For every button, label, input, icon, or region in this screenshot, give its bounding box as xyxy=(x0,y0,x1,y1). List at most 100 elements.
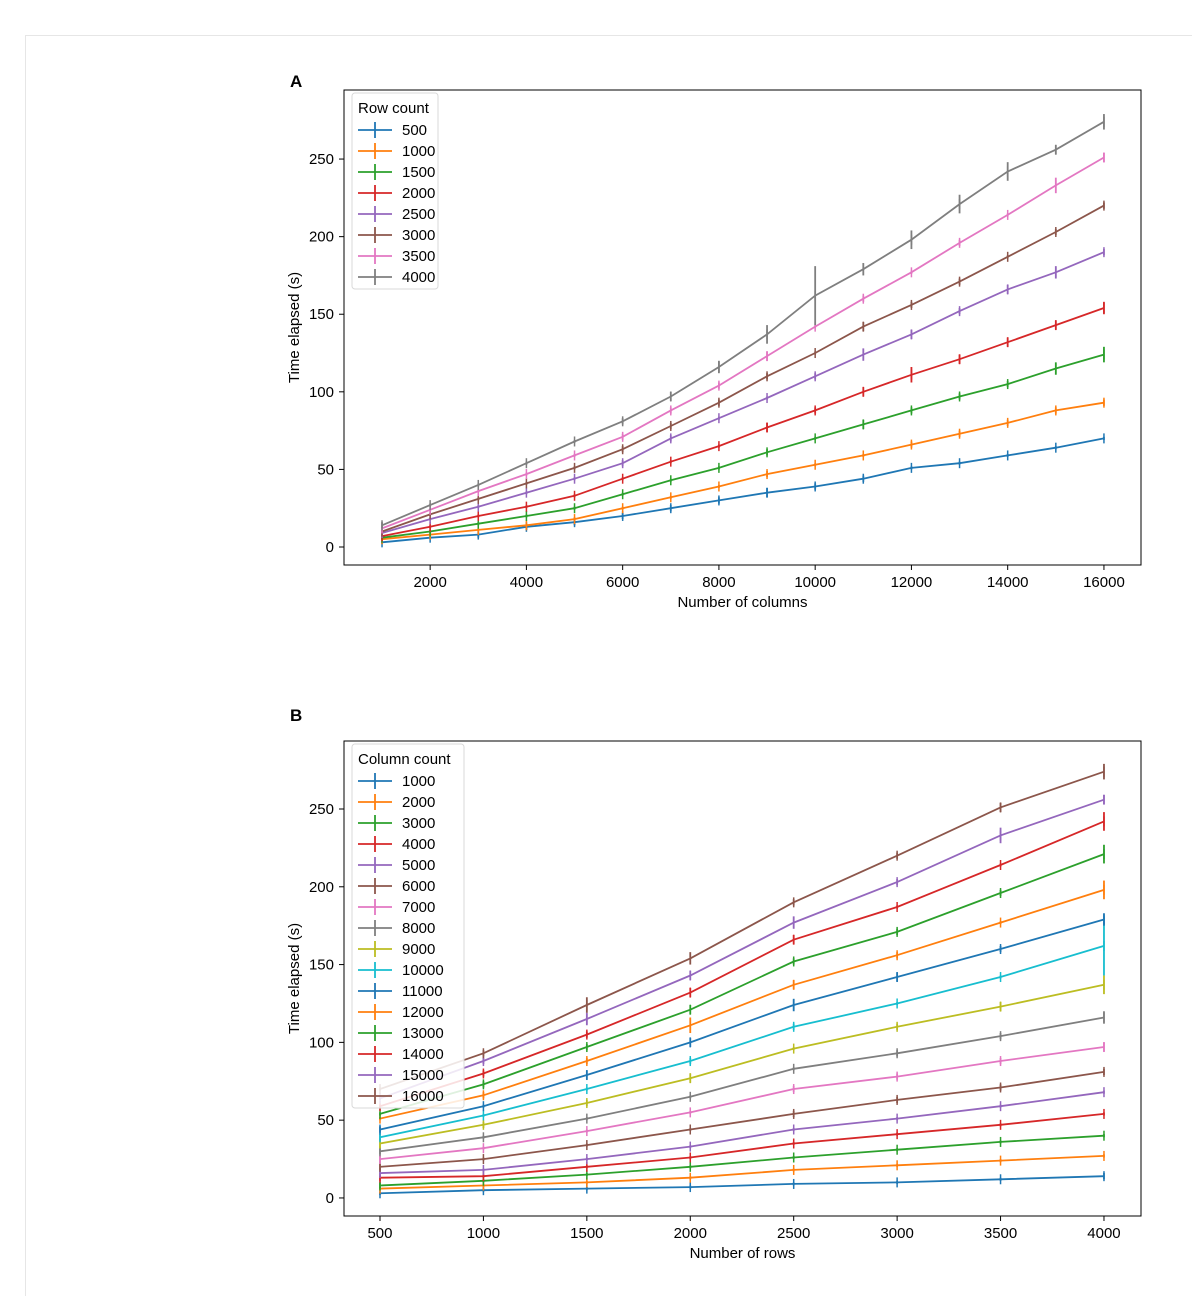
x-tick-label: 14000 xyxy=(987,574,1029,591)
legend-box xyxy=(351,743,465,1109)
x-tick-label: 4000 xyxy=(510,574,543,591)
y-tick-label: 200 xyxy=(309,229,334,246)
x-tick-label: 1000 xyxy=(467,1225,500,1242)
series-line xyxy=(379,1175,1105,1195)
y-tick-label: 50 xyxy=(317,1112,334,1129)
series-500 xyxy=(381,433,1105,548)
legend-entry: 4000 xyxy=(402,836,435,853)
x-tick-label: 3000 xyxy=(880,1225,913,1242)
series-line xyxy=(381,204,1105,533)
series-4000 xyxy=(381,114,1105,531)
x-tick-label: 2000 xyxy=(413,574,446,591)
x-tick-label: 4000 xyxy=(1087,1225,1120,1242)
series-line xyxy=(381,121,1105,527)
legend-entry: 10000 xyxy=(402,962,444,979)
series-line xyxy=(379,798,1105,1100)
series-4000 xyxy=(379,1108,1105,1183)
legend-entry: 3500 xyxy=(402,248,435,265)
series-line xyxy=(379,1155,1105,1190)
series-line xyxy=(381,307,1105,537)
legend-entry: 5000 xyxy=(402,857,435,874)
series-line xyxy=(381,251,1105,534)
series-line xyxy=(379,1071,1105,1168)
series-line xyxy=(379,853,1105,1115)
series-15000 xyxy=(379,794,1105,1104)
series-14000 xyxy=(379,812,1105,1112)
series-16000 xyxy=(379,763,1105,1095)
y-tick-label: 150 xyxy=(309,306,334,323)
y-tick-label: 0 xyxy=(326,1190,334,1207)
series-line xyxy=(379,945,1105,1139)
y-tick-label: 100 xyxy=(309,1034,334,1051)
legend: Row count 500 1000 1500 2000 2500 3000 3500 4000 xyxy=(351,92,439,290)
series-line xyxy=(379,1113,1105,1179)
chart-a: A 2000 4000 6000 8000 10000 12000 14000 16000 0 50… xyxy=(286,72,1142,611)
chart-b: B 500 1000 1500 2000 2500 3000 3500 4000 0 50 100 15… xyxy=(286,706,1142,1262)
axes-frame xyxy=(343,89,1142,566)
series-line xyxy=(379,1091,1105,1174)
x-tick-label: 8000 xyxy=(702,574,735,591)
series-2000 xyxy=(379,1150,1105,1194)
legend-entry: 12000 xyxy=(402,1004,444,1021)
legend-entry: 14000 xyxy=(402,1046,444,1063)
legend-entry: 15000 xyxy=(402,1067,444,1084)
axes-frame xyxy=(343,740,1142,1217)
legend-entry: 6000 xyxy=(402,878,435,895)
legend-entry: 1000 xyxy=(402,143,435,160)
legend-entry: 9000 xyxy=(402,941,435,958)
x-tick-label: 16000 xyxy=(1083,574,1125,591)
series-line xyxy=(379,1046,1105,1160)
series-8000 xyxy=(379,1011,1105,1157)
legend-entry: 2000 xyxy=(402,185,435,202)
legend-entry: 3000 xyxy=(402,815,435,832)
series-line xyxy=(379,820,1105,1108)
series-line xyxy=(379,1016,1105,1153)
series-6000 xyxy=(379,1066,1105,1172)
y-tick-label: 100 xyxy=(309,384,334,401)
x-tick-label: 2000 xyxy=(674,1225,707,1242)
legend-entry: 16000 xyxy=(402,1088,444,1105)
y-tick-label: 150 xyxy=(309,957,334,974)
y-tick-label: 250 xyxy=(309,151,334,168)
legend-entry: 2000 xyxy=(402,794,435,811)
legend-title: Column count xyxy=(358,751,451,768)
x-tick-label: 10000 xyxy=(794,574,836,591)
legend-entry: 8000 xyxy=(402,920,435,937)
series-11000 xyxy=(379,913,1105,1135)
series-9000 xyxy=(379,975,1105,1149)
y-tick-label: 250 xyxy=(309,801,334,818)
x-tick-label: 2500 xyxy=(777,1225,810,1242)
x-axis-label: Number of rows xyxy=(690,1245,796,1262)
y-tick-label: 50 xyxy=(317,461,334,478)
legend-entry: 3000 xyxy=(402,227,435,244)
series-3500 xyxy=(381,152,1105,534)
series-line xyxy=(381,156,1105,530)
legend-entry: 1000 xyxy=(402,773,435,790)
legend-entry: 11000 xyxy=(402,983,443,1000)
panel-label: A xyxy=(290,72,302,91)
y-tick-label: 0 xyxy=(326,539,334,556)
x-tick-label: 1500 xyxy=(570,1225,603,1242)
legend-title: Row count xyxy=(358,100,430,117)
x-tick-label: 12000 xyxy=(891,574,933,591)
legend-entry: 4000 xyxy=(402,269,435,286)
series-line xyxy=(381,437,1105,544)
x-tick-label: 6000 xyxy=(606,574,639,591)
y-axis-label: Time elapsed (s) xyxy=(286,923,303,1034)
series-7000 xyxy=(379,1042,1105,1165)
page-frame xyxy=(25,35,1192,1296)
legend-entry: 7000 xyxy=(402,899,435,916)
series-2000 xyxy=(381,301,1105,542)
series-13000 xyxy=(379,844,1105,1119)
series-line xyxy=(379,770,1105,1090)
legend: Column count 1000 2000 3000 4000 5000 6000 7000… xyxy=(351,743,465,1109)
series-line xyxy=(381,353,1105,539)
x-tick-label: 500 xyxy=(367,1225,392,1242)
series-line xyxy=(381,401,1105,541)
series-line xyxy=(379,889,1105,1120)
y-tick-label: 200 xyxy=(309,879,334,896)
legend-entry: 1500 xyxy=(402,164,435,181)
series-5000 xyxy=(379,1087,1105,1179)
legend-entry: 13000 xyxy=(402,1025,444,1042)
series-line xyxy=(379,983,1105,1145)
